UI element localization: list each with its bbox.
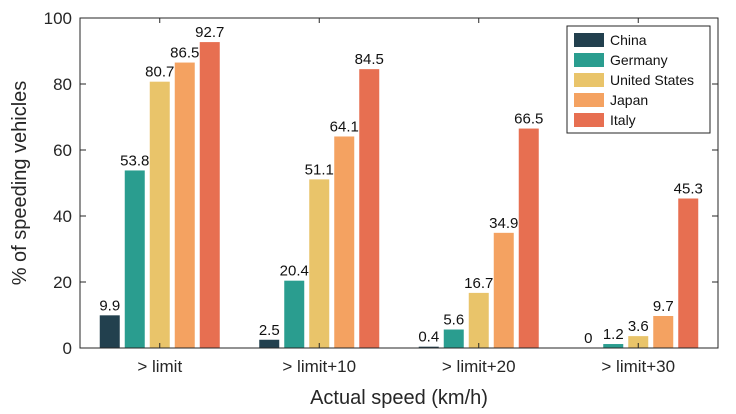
data-label: 1.2 <box>603 326 624 343</box>
axes <box>79 17 719 349</box>
bar-china-1 <box>259 339 280 348</box>
bar-japan-2 <box>493 232 514 348</box>
y-tick-label: 100 <box>44 9 72 28</box>
data-label: 16.7 <box>464 275 493 292</box>
legend-label: Italy <box>610 112 636 128</box>
data-label: 3.6 <box>628 318 649 335</box>
legend-items: China Germany United States Japan Italy <box>574 32 694 128</box>
legend-label: Japan <box>610 92 648 108</box>
bar-united-states-2 <box>468 292 489 348</box>
ticks-layer: > limit > limit+10 > limit+20 > limit+30 0 20… <box>44 9 718 376</box>
y-tick-label: 40 <box>53 207 72 226</box>
data-label: 20.4 <box>280 263 309 280</box>
data-label: 92.7 <box>195 24 224 41</box>
y-tick-label: 60 <box>53 141 72 160</box>
data-label: 45.3 <box>674 181 703 198</box>
x-axis-title: Actual speed (km/h) <box>310 387 488 409</box>
data-label: 84.5 <box>355 51 384 68</box>
data-labels-layer: 9.9 53.8 80.7 86.5 92.7 2.5 20.4 51.1 64.1 84.5 0.… <box>99 24 703 347</box>
bar-germany-3 <box>603 344 624 348</box>
bar-japan-3 <box>653 315 674 348</box>
x-tick-label: > limit+10 <box>282 357 356 376</box>
data-label: 51.1 <box>305 161 334 178</box>
legend-swatch-united-states <box>574 73 604 87</box>
data-label: 66.5 <box>514 111 543 128</box>
bar-germany-2 <box>443 329 464 348</box>
y-tick-label: 20 <box>53 273 72 292</box>
data-label: 0.4 <box>418 329 439 346</box>
bar-china-2 <box>418 346 439 348</box>
bar-italy-3 <box>678 198 699 348</box>
legend-label: Germany <box>610 52 668 68</box>
data-label: 2.5 <box>259 322 280 339</box>
bar-italy-0 <box>199 42 220 349</box>
legend-label: United States <box>610 72 694 88</box>
bar-united-states-1 <box>309 179 330 348</box>
y-tick-label: 80 <box>53 75 72 94</box>
x-tick-label: > limit <box>137 357 182 376</box>
data-label: 80.7 <box>145 64 174 81</box>
data-label: 64.1 <box>330 118 359 135</box>
y-axis-title: % of speeding vehicles <box>9 81 31 286</box>
data-label: 0 <box>584 330 592 347</box>
plot-frame <box>79 17 719 349</box>
data-label: 86.5 <box>170 45 199 62</box>
bar-italy-2 <box>518 128 539 348</box>
bar-germany-0 <box>124 170 145 348</box>
data-label: 34.9 <box>489 215 518 232</box>
bar-italy-1 <box>359 69 380 349</box>
legend-swatch-italy <box>574 113 604 127</box>
bar-united-states-3 <box>628 336 649 348</box>
data-label: 9.9 <box>99 297 120 314</box>
x-tick-label: > limit+30 <box>601 357 675 376</box>
data-label: 53.8 <box>120 152 149 169</box>
data-label: 5.6 <box>443 312 464 329</box>
x-tick-label: > limit+20 <box>442 357 516 376</box>
bar-united-states-0 <box>149 81 170 348</box>
data-label: 9.7 <box>653 298 674 315</box>
bar-japan-0 <box>174 62 195 349</box>
y-tick-label: 0 <box>63 339 72 358</box>
legend-swatch-germany <box>574 53 604 67</box>
legend: China Germany United States Japan Italy <box>566 25 711 134</box>
legend-label: China <box>610 32 647 48</box>
bar-china-0 <box>99 315 120 348</box>
legend-swatch-japan <box>574 93 604 107</box>
bar-germany-1 <box>284 280 305 348</box>
legend-swatch-china <box>574 33 604 47</box>
bar-japan-1 <box>334 136 355 348</box>
bars-layer <box>99 42 699 349</box>
